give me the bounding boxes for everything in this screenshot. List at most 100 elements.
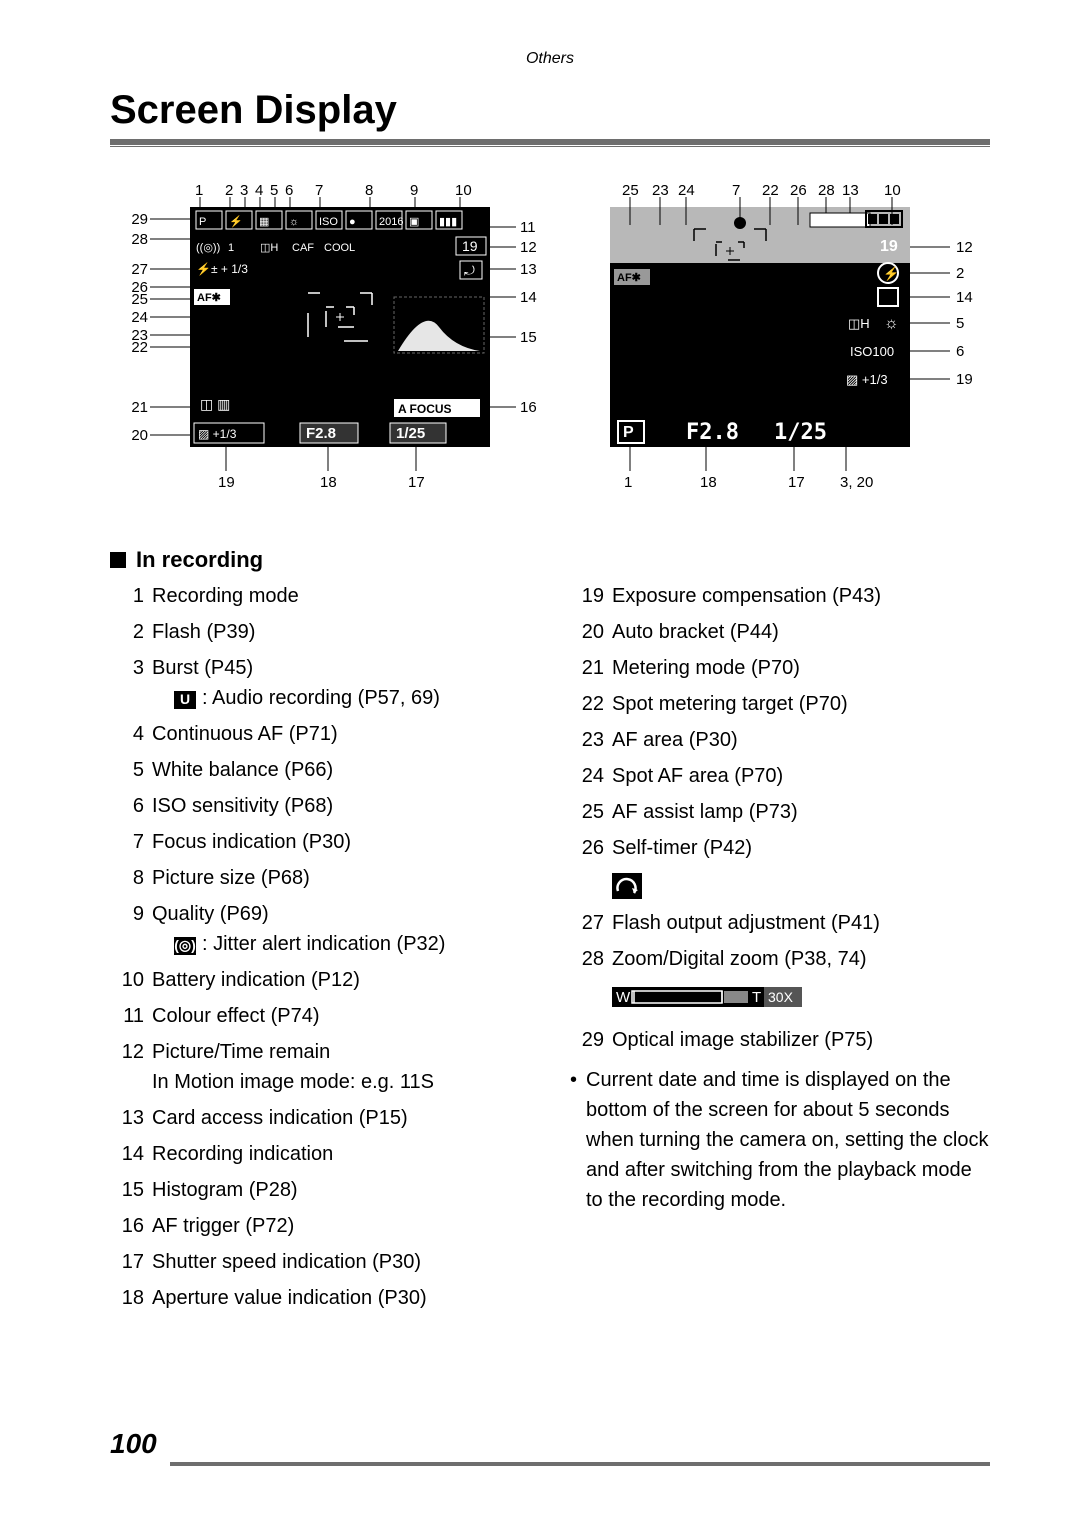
list-item: 8Picture size (P68) (110, 863, 530, 893)
item-number: 21 (570, 653, 612, 683)
svg-text:▦: ▦ (259, 216, 269, 228)
footer-rule (170, 1462, 990, 1466)
svg-text:●: ● (349, 216, 356, 228)
svg-text:7: 7 (732, 182, 740, 199)
item-text: Picture size (P68) (152, 863, 530, 893)
svg-text:P: P (623, 424, 634, 441)
svg-text:W: W (616, 989, 631, 1006)
item-number: 11 (110, 1001, 152, 1031)
list-item: 10Battery indication (P12) (110, 965, 530, 995)
svg-text:COOL: COOL (324, 242, 355, 254)
item-number: 14 (110, 1139, 152, 1169)
item-number: 1 (110, 581, 152, 611)
list-item: 20Auto bracket (P44) (570, 617, 990, 647)
item-text: Focus indication (P30) (152, 827, 530, 857)
svg-text:17: 17 (408, 474, 425, 491)
svg-text:⤾: ⤾ (464, 263, 475, 278)
item-number: 22 (570, 689, 612, 719)
page-number: 100 (110, 1428, 157, 1459)
item-text: AF area (P30) (612, 725, 990, 755)
svg-text:29: 29 (131, 211, 148, 228)
list-item: 27Flash output adjustment (P41) (570, 908, 990, 938)
figures-row: 1234567891029282726252423222120111213141… (110, 177, 990, 517)
item-number: 27 (570, 908, 612, 938)
svg-text:1: 1 (195, 182, 203, 199)
svg-text:14: 14 (520, 289, 537, 306)
svg-text:9: 9 (410, 182, 418, 199)
list-item: 24Spot AF area (P70) (570, 761, 990, 791)
item-text: Exposure compensation (P43) (612, 581, 990, 611)
column-right: 19Exposure compensation (P43)20Auto brac… (570, 581, 990, 1319)
svg-text:ISO: ISO (319, 216, 338, 228)
svg-text:14: 14 (956, 289, 973, 306)
item-text: ISO sensitivity (P68) (152, 791, 530, 821)
svg-text:11: 11 (520, 219, 536, 236)
self-timer-icon (612, 873, 642, 899)
svg-text:18: 18 (700, 474, 717, 491)
list-item: 26Self-timer (P42) (570, 833, 990, 863)
svg-text:22: 22 (131, 339, 148, 356)
svg-text:⚡: ⚡ (883, 266, 899, 282)
svg-text:22: 22 (762, 182, 779, 199)
svg-text:24: 24 (678, 182, 695, 199)
svg-text:6: 6 (285, 182, 293, 199)
svg-text:((◎)): ((◎)) (196, 242, 220, 254)
svg-text:6: 6 (956, 343, 964, 360)
item-number: 29 (570, 1025, 612, 1055)
svg-text:18: 18 (320, 474, 337, 491)
svg-text:19: 19 (880, 238, 898, 255)
footnote-text: Current date and time is displayed on th… (586, 1065, 990, 1215)
item-text: AF trigger (P72) (152, 1211, 530, 1241)
svg-text:⚡: ⚡ (229, 215, 243, 228)
item-number: 3 (110, 653, 152, 713)
svg-text:2016: 2016 (379, 216, 403, 228)
svg-text:F2.8: F2.8 (306, 425, 336, 442)
item-number: 16 (110, 1211, 152, 1241)
svg-text:CAF: CAF (292, 242, 314, 254)
figure-right: 25232472226281310AF✱19⚡◫H☼ISO100▨ +1/312… (580, 177, 990, 517)
list-left: 1Recording mode2Flash (P39)3Burst (P45)U… (110, 581, 530, 1313)
list-item: 16AF trigger (P72) (110, 1211, 530, 1241)
item-text: Spot AF area (P70) (612, 761, 990, 791)
svg-text:▨ +1/3: ▨ +1/3 (198, 427, 237, 441)
item-text: Optical image stabilizer (P75) (612, 1025, 990, 1055)
section-heading: In recording (110, 547, 990, 573)
svg-text:▮▮▮: ▮▮▮ (439, 216, 457, 228)
svg-text:20: 20 (131, 427, 148, 444)
list-item: 14Recording indication (110, 1139, 530, 1169)
svg-text:ISO100: ISO100 (850, 344, 894, 359)
svg-text:1/25: 1/25 (774, 420, 827, 445)
svg-text:3: 3 (240, 182, 248, 199)
list-item: 13Card access indication (P15) (110, 1103, 530, 1133)
item-text: Self-timer (P42) (612, 833, 990, 863)
item-text: Battery indication (P12) (152, 965, 530, 995)
svg-text:13: 13 (520, 261, 537, 278)
item-number: 13 (110, 1103, 152, 1133)
list-item: 28Zoom/Digital zoom (P38, 74) (570, 944, 990, 974)
svg-text:8: 8 (365, 182, 373, 199)
list-item: 25AF assist lamp (P73) (570, 797, 990, 827)
footnote: • Current date and time is displayed on … (570, 1065, 990, 1215)
svg-text:◫H: ◫H (260, 242, 278, 254)
svg-text:1/25: 1/25 (396, 425, 425, 442)
svg-text:A FOCUS: A FOCUS (398, 402, 452, 416)
item-text: Auto bracket (P44) (612, 617, 990, 647)
item-number: 26 (570, 833, 612, 863)
item-text: Recording indication (152, 1139, 530, 1169)
svg-text:AF✱: AF✱ (617, 272, 641, 284)
list-item: 23AF area (P30) (570, 725, 990, 755)
svg-text:4: 4 (255, 182, 263, 199)
item-text: Colour effect (P74) (152, 1001, 530, 1031)
svg-text:24: 24 (131, 309, 148, 326)
item-text: Spot metering target (P70) (612, 689, 990, 719)
list-item: 9Quality (P69)((◎)): Jitter alert indica… (110, 899, 530, 959)
item-text: Metering mode (P70) (612, 653, 990, 683)
list-item: 7Focus indication (P30) (110, 827, 530, 857)
title-rule (110, 139, 990, 147)
list-item: 22Spot metering target (P70) (570, 689, 990, 719)
item-text: Quality (P69)((◎)): Jitter alert indicat… (152, 899, 530, 959)
svg-text:◫ ▥: ◫ ▥ (200, 396, 230, 412)
item-number: 28 (570, 944, 612, 974)
item-number: 15 (110, 1175, 152, 1205)
page-title: Screen Display (110, 88, 990, 133)
